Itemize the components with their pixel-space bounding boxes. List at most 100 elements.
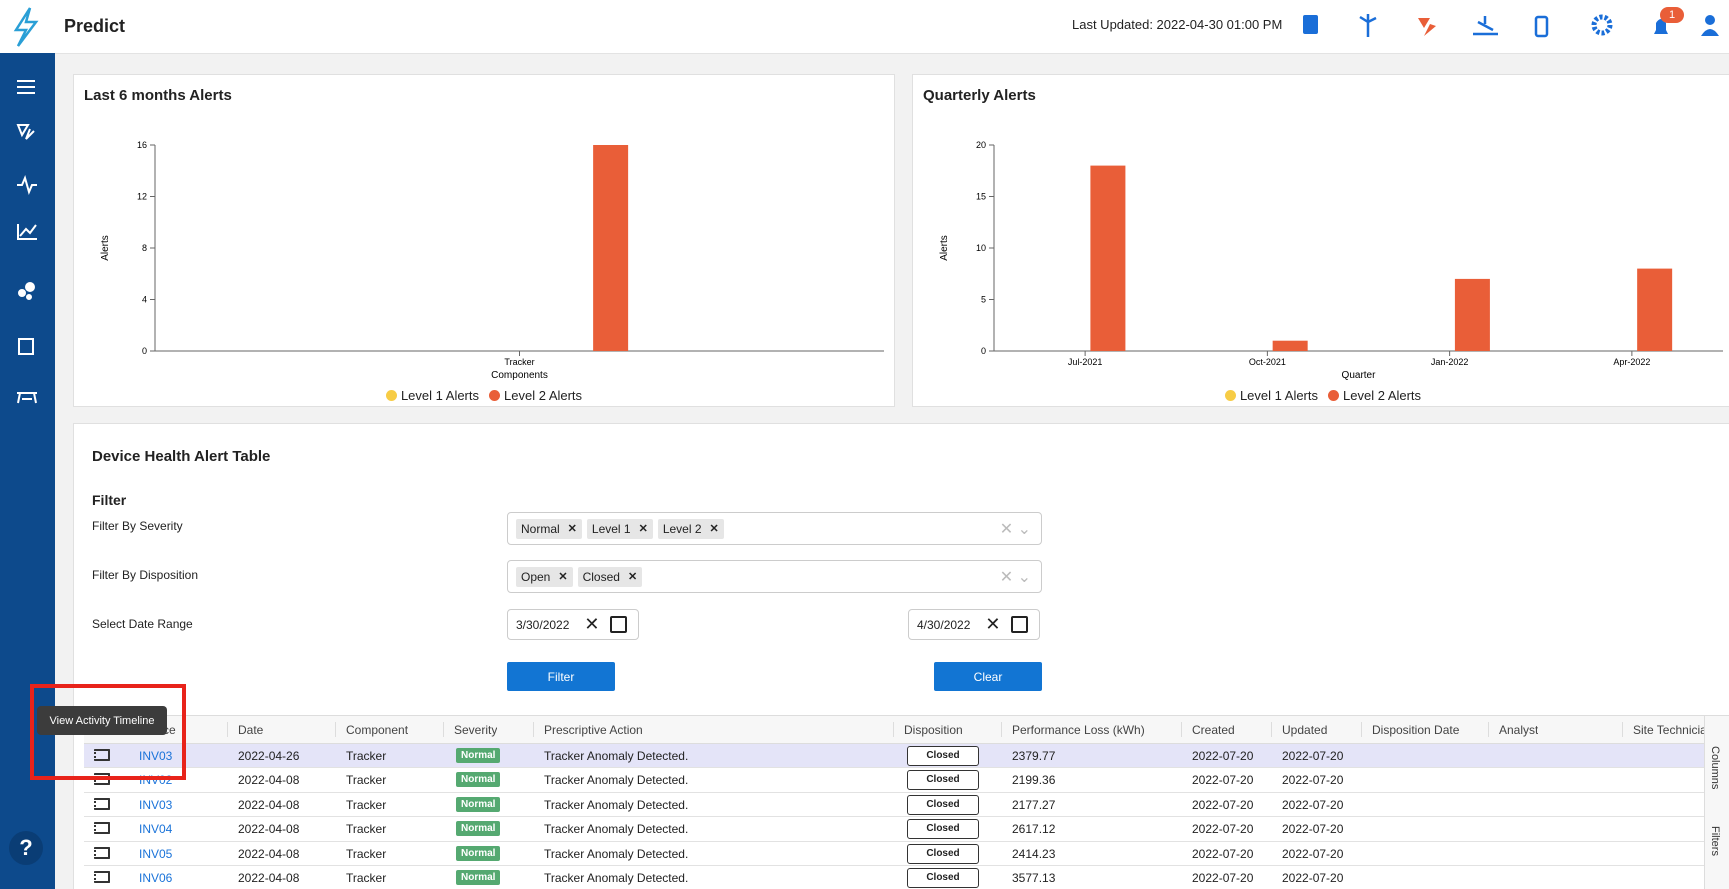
timeline-icon[interactable] <box>94 871 110 883</box>
alerts-nav[interactable] <box>16 124 35 140</box>
timeline-icon[interactable] <box>94 749 110 761</box>
x-tick-label: Tracker <box>504 357 534 367</box>
column-separator <box>1622 722 1623 737</box>
bar <box>1272 340 1308 351</box>
cell-text: 2617.12 <box>1012 822 1056 837</box>
cell-text: Tracker Anomaly Detected. <box>544 846 689 861</box>
device-link[interactable]: INV06 <box>139 871 173 885</box>
tag-remove[interactable]: ✕ <box>638 522 648 535</box>
timeline-icon[interactable] <box>94 797 110 810</box>
column-separator <box>893 722 894 737</box>
menu-icon[interactable] <box>17 80 35 94</box>
column-header: Component <box>346 723 409 737</box>
tag-remove[interactable]: ✕ <box>567 522 577 535</box>
data-grid: DeviceDateComponentSeverityPrescriptive … <box>84 715 1729 889</box>
y-tick-label: 10 <box>976 243 986 253</box>
calendar-icon[interactable] <box>1011 616 1029 633</box>
severity-badge: Normal <box>456 870 501 885</box>
chart-plot: 0 4 8 12 16 Tracker Components Alerts <box>100 140 884 381</box>
cell-text: 2022-07-20 <box>1282 797 1344 812</box>
y-tick-label: 16 <box>137 140 147 150</box>
severity-badge: Normal <box>456 821 501 837</box>
legend: Level 1 Alerts Level 2 Alerts <box>74 388 894 403</box>
clear-icon[interactable]: ✕ <box>584 614 600 634</box>
y-tick-label: 4 <box>142 295 147 305</box>
start-date-input[interactable]: 3/30/2022 ✕ <box>507 609 639 640</box>
legend-swatch <box>385 390 397 401</box>
cell-text: 2022-04-08 <box>238 773 300 788</box>
clear-button[interactable]: Clear <box>934 662 1042 691</box>
last-updated: Last Updated: 2022-04-30 01:00 PM <box>1072 17 1283 32</box>
cell-text: Tracker <box>346 749 387 763</box>
column-header: Severity <box>454 723 498 737</box>
table-row <box>84 768 1704 793</box>
sidebar-icons: ? <box>9 80 43 865</box>
battery-icon[interactable] <box>1534 15 1549 38</box>
disposition-button: Closed <box>907 843 979 864</box>
device-link[interactable]: INV03 <box>139 797 173 812</box>
column-separator <box>1181 722 1182 737</box>
end-date-input[interactable]: 4/30/2022 ✕ <box>908 609 1040 640</box>
filter-title[interactable]: Filter <box>92 492 127 508</box>
side-tab[interactable]: Filters <box>1709 826 1721 856</box>
tag-remove[interactable]: ✕ <box>709 522 719 535</box>
calendar-icon[interactable] <box>610 616 628 633</box>
disposition-button: Closed <box>907 794 979 815</box>
solar-icon[interactable] <box>1473 16 1498 36</box>
filter-tag[interactable]: Level 1 ✕ <box>586 518 653 539</box>
column-separator <box>335 722 336 737</box>
bell-icon[interactable] <box>1654 19 1668 34</box>
column-separator <box>443 722 444 737</box>
device-link[interactable]: INV03 <box>139 749 173 763</box>
legend-item: Level 1 Alerts <box>385 388 479 403</box>
column-header: Disposition Date <box>1372 723 1460 737</box>
user-icon[interactable] <box>1705 15 1715 25</box>
legend-item: Level 2 Alerts <box>1328 388 1421 403</box>
device-link[interactable]: INV05 <box>139 846 173 861</box>
tag-label: Normal <box>521 521 560 536</box>
filter-label: Filter By Severity <box>92 519 183 533</box>
column-header: Analyst <box>1499 723 1539 737</box>
timeline-icon[interactable] <box>94 846 110 859</box>
trend-nav[interactable] <box>17 224 37 240</box>
help-button[interactable] <box>9 831 43 865</box>
select-controls: ✕ ⌄ <box>999 520 1031 538</box>
column-header: Performance Loss (kWh) <box>1012 723 1145 737</box>
disposition-select[interactable]: Open ✕ Closed ✕ ✕ ⌄ <box>507 560 1042 593</box>
filter-tag[interactable]: Level 2 ✕ <box>657 518 724 539</box>
chart-title: Last 6 months Alerts <box>84 87 232 104</box>
cell-text: 2022-07-20 <box>1282 749 1344 763</box>
alert-icon[interactable] <box>1418 18 1436 36</box>
filter-tag[interactable]: Closed ✕ <box>577 566 643 587</box>
cluster-nav[interactable] <box>18 289 26 297</box>
cell-text: 2022-07-20 <box>1282 846 1344 861</box>
tag-remove[interactable]: ✕ <box>558 570 568 583</box>
severity-select[interactable]: Normal ✕ Level 1 ✕ Level 2 ✕ ✕ ⌄ <box>507 512 1042 545</box>
cell-text: 2022-04-08 <box>238 846 300 861</box>
severity-badge: Normal <box>456 845 501 861</box>
column-separator <box>533 722 534 737</box>
logo[interactable] <box>10 6 40 48</box>
device-link[interactable]: INV04 <box>139 822 173 837</box>
legend-swatch <box>1328 390 1339 401</box>
cell-text: 2177.27 <box>1012 797 1056 812</box>
cell-text: Tracker <box>346 871 387 885</box>
timeline-icon[interactable] <box>94 822 110 835</box>
legend-swatch <box>489 390 500 401</box>
tag-remove[interactable]: ✕ <box>627 570 638 583</box>
docs-nav[interactable] <box>18 338 34 355</box>
side-tab[interactable]: Columns <box>1709 746 1721 790</box>
wind-icon[interactable] <box>1359 14 1377 37</box>
drone-nav[interactable] <box>17 392 37 404</box>
filter-tag[interactable]: Normal ✕ <box>516 518 582 539</box>
health-nav[interactable] <box>17 175 37 195</box>
legend-label: Level 2 Alerts <box>504 388 583 403</box>
column-separator <box>1271 722 1272 737</box>
settings-icon[interactable] <box>1591 14 1613 36</box>
clear-icon[interactable]: ✕ <box>985 614 1001 634</box>
grid-header <box>84 716 1704 744</box>
filter-button[interactable]: Filter <box>507 662 615 691</box>
filter-tag[interactable]: Open ✕ <box>516 566 573 587</box>
table-row <box>84 866 1704 889</box>
report-icon[interactable] <box>1303 15 1318 34</box>
